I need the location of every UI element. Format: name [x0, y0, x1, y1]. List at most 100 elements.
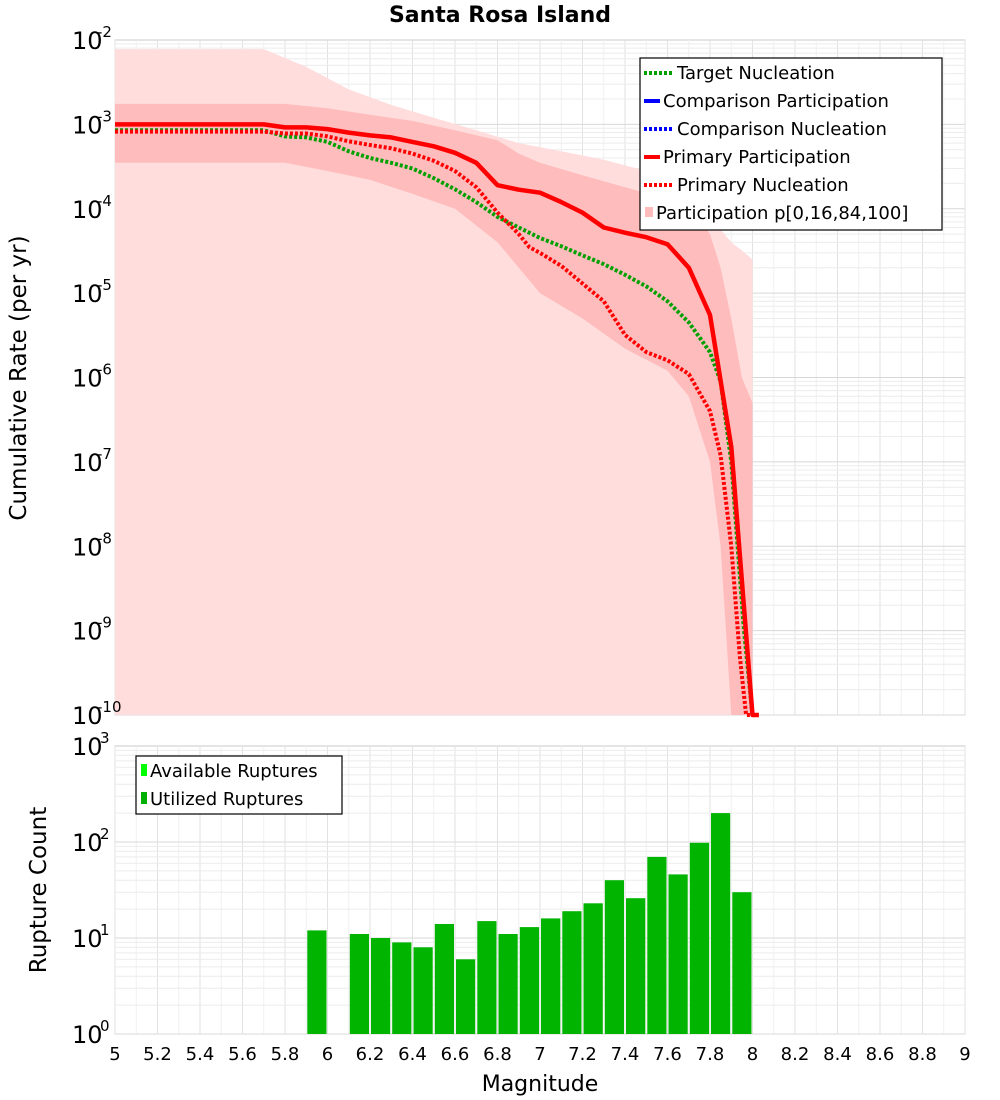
- legend-label: Available Ruptures: [150, 761, 318, 782]
- chart-title: Santa Rosa Island: [389, 3, 611, 28]
- y-tick-label: 10: [72, 618, 103, 646]
- x-tick-label: 7.2: [568, 1044, 597, 1065]
- bar: [689, 842, 710, 1034]
- bar: [668, 874, 688, 1034]
- band-p16-p84: [115, 103, 753, 715]
- x-tick-label: 6.4: [398, 1044, 427, 1065]
- y-tick-exponent: -4: [97, 192, 112, 210]
- x-tick-label: 5.8: [271, 1044, 300, 1065]
- y-tick-exponent: -10: [97, 698, 122, 716]
- legend-item-available-ruptures: Available Ruptures: [141, 761, 318, 782]
- legend-item-comparison-nucleation: Comparison Nucleation: [644, 119, 887, 140]
- bar: [349, 934, 369, 1034]
- rupture-bars: [307, 813, 752, 1034]
- y-tick-label: 10: [72, 733, 103, 761]
- x-tick-label: 6.2: [356, 1044, 385, 1065]
- y-tick-exponent: 3: [100, 729, 110, 747]
- x-tick-label: 7.6: [653, 1044, 682, 1065]
- series-primary-nucleation: [115, 129, 757, 717]
- bar: [626, 898, 646, 1034]
- x-tick-label: 5.4: [186, 1044, 215, 1065]
- y-tick-label: 10: [72, 829, 103, 857]
- bar: [413, 947, 433, 1034]
- legend-label: Participation p[0,16,84,100]: [656, 203, 908, 224]
- y-tick-label: 10: [72, 280, 103, 308]
- bar: [647, 856, 667, 1034]
- x-tick-label: 5.6: [228, 1044, 257, 1065]
- y-tick-label: 10: [72, 533, 103, 561]
- bar: [732, 892, 752, 1034]
- bottom-y-axis-label: Rupture Count: [26, 807, 52, 973]
- y-tick-exponent: 2: [100, 825, 110, 843]
- legend-label: Primary Participation: [663, 147, 851, 168]
- legend-item-comparison-participation: Comparison Participation: [644, 91, 889, 112]
- top-legend: Target Nucleation Comparison Participati…: [639, 57, 943, 231]
- x-tick-label: 8.8: [908, 1044, 937, 1065]
- y-tick-exponent: -6: [97, 361, 112, 379]
- bar: [371, 938, 391, 1034]
- legend-item-participation-band: Participation p[0,16,84,100]: [645, 203, 908, 224]
- legend-label: Primary Nucleation: [677, 175, 849, 196]
- x-tick-label: 9: [959, 1044, 970, 1065]
- bottom-grid: [114, 746, 966, 1035]
- x-tick-label: 7: [534, 1044, 545, 1065]
- legend-item-primary-participation: Primary Participation: [644, 147, 851, 168]
- legend-swatch: [141, 792, 147, 804]
- y-tick-exponent: -5: [97, 276, 112, 294]
- y-tick-label: 10: [72, 449, 103, 477]
- bar: [562, 911, 582, 1034]
- participation-bands: [115, 49, 753, 716]
- y-tick-label: 10: [72, 27, 103, 55]
- legend-label: Target Nucleation: [676, 63, 835, 84]
- bar: [456, 959, 476, 1034]
- legend-swatch: [141, 764, 147, 776]
- top-legend-box: [639, 57, 943, 231]
- legend-item-target-nucleation: Target Nucleation: [644, 63, 835, 84]
- x-tick-label: 8.4: [823, 1044, 852, 1065]
- x-tick-label: 8.6: [866, 1044, 895, 1065]
- y-tick-label: 10: [72, 925, 103, 953]
- top-y-axis-label: Cumulative Rate (per yr): [6, 235, 32, 520]
- y-tick-exponent: -2: [97, 23, 112, 41]
- x-tick-label: 8: [747, 1044, 758, 1065]
- bar: [711, 813, 731, 1034]
- y-tick-exponent: -9: [97, 614, 112, 632]
- bar: [519, 927, 540, 1034]
- series-primary-participation: [115, 122, 759, 718]
- bar: [477, 921, 497, 1034]
- y-tick-exponent: -7: [97, 445, 112, 463]
- x-tick-label: 8.2: [781, 1044, 810, 1065]
- x-tick-label: 6: [322, 1044, 333, 1065]
- bar: [498, 934, 518, 1034]
- bar: [434, 924, 454, 1034]
- x-tick-label: 5.2: [143, 1044, 172, 1065]
- y-tick-exponent: -8: [97, 529, 112, 547]
- x-tick-label: 6.8: [483, 1044, 512, 1065]
- y-tick-exponent: 0: [100, 1017, 110, 1035]
- top-panel: 10-210-310-410-510-610-710-810-910-10 Cu…: [6, 23, 966, 730]
- legend-item-utilized-ruptures: Utilized Ruptures: [141, 789, 303, 810]
- bar: [583, 903, 603, 1034]
- y-tick-label: 10: [72, 365, 103, 393]
- x-tick-labels: 5 5.2 5.4 5.6 5.8 6 6.2 6.4 6.6 6.8 7 7.2 7.4 7.6 7.8 8…: [109, 1044, 970, 1065]
- y-tick-exponent: 1: [100, 921, 110, 939]
- x-tick-label: 6.6: [441, 1044, 470, 1065]
- bar: [541, 918, 561, 1034]
- legend-item-primary-nucleation: Primary Nucleation: [644, 175, 849, 196]
- y-tick-label: 10: [72, 196, 103, 224]
- legend-label: Comparison Nucleation: [677, 119, 887, 140]
- x-axis-label: Magnitude: [482, 1072, 599, 1097]
- legend-label: Utilized Ruptures: [150, 789, 303, 810]
- y-tick-label: 10: [72, 702, 103, 730]
- top-y-ticks: 10-210-310-410-510-610-710-810-910-10: [72, 23, 122, 730]
- x-tick-label: 7.8: [696, 1044, 725, 1065]
- legend-label: Comparison Participation: [663, 91, 889, 112]
- x-tick-label: 5: [109, 1044, 120, 1065]
- legend-swatch: [645, 207, 653, 217]
- bar: [392, 942, 412, 1034]
- y-tick-label: 10: [72, 111, 103, 139]
- y-tick-label: 10: [72, 1021, 103, 1049]
